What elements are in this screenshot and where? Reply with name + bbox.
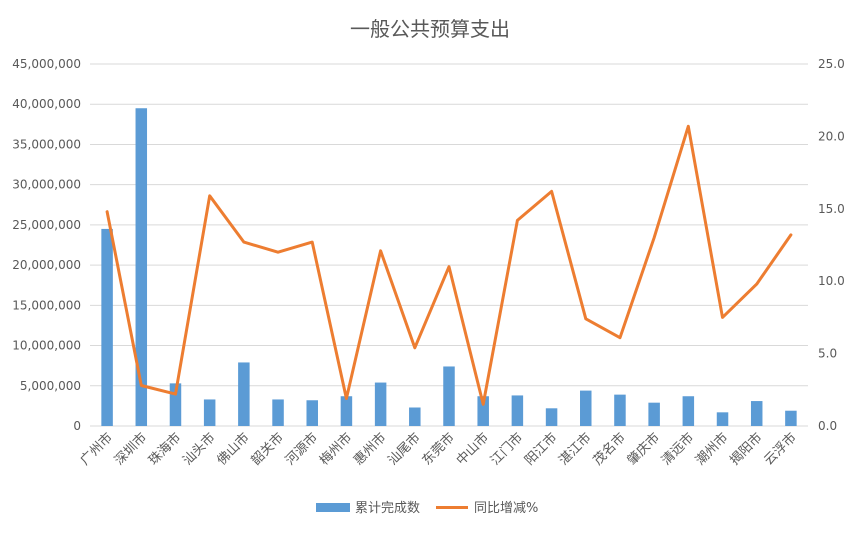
bar [306,400,318,426]
bar [203,399,216,426]
chart-title: 一般公共预算支出 [350,17,510,41]
bar [169,383,182,426]
bar [477,396,489,426]
bar [511,395,524,426]
left-y-tick-label: 40,000,000 [12,97,81,111]
right-y-tick-label: 25.0 [818,57,845,71]
bar [648,402,660,426]
bar-series [101,108,797,426]
bar [614,394,626,426]
left-y-tick-label: 0 [73,419,81,433]
legend: 累计完成数 同比增减% [316,501,538,516]
right-y-tick-label: 10.0 [818,274,845,288]
left-y-axis: 0 5,000,000 10,000,000 15,000,000 20,000,000… [12,57,81,433]
left-y-tick-label: 10,000,000 [12,339,81,353]
left-y-tick-label: 35,000,000 [12,137,81,151]
bar [409,407,421,426]
bar [716,412,729,426]
left-y-tick-label: 45,000,000 [12,57,81,71]
bar [750,401,763,426]
bar [580,390,592,426]
right-y-tick-label: 5.0 [818,347,837,361]
bar [272,399,284,426]
left-y-tick-label: 20,000,000 [12,258,81,272]
legend-line-label: 同比增减% [474,501,538,516]
bar [238,362,250,426]
bar [101,228,113,426]
legend-bar-label: 累计完成数 [355,501,420,516]
left-y-tick-label: 30,000,000 [12,178,81,192]
bar [340,396,353,426]
line-path [105,124,793,406]
right-y-tick-label: 20.0 [818,129,845,143]
right-y-tick-label: 0.0 [818,419,837,433]
legend-bar-swatch [316,503,350,512]
left-y-tick-label: 15,000,000 [12,298,81,312]
line-series [105,124,793,406]
bar [545,408,558,426]
left-y-tick-label: 5,000,000 [20,379,81,393]
bar [443,366,455,426]
bar [374,382,387,426]
bar [135,108,148,426]
bar [682,396,695,426]
bar [785,410,797,426]
left-y-tick-label: 25,000,000 [12,218,81,232]
right-y-axis: 0.0 5.0 10.0 15.0 20.0 25.0 [818,57,845,433]
right-y-tick-label: 15.0 [818,202,845,216]
